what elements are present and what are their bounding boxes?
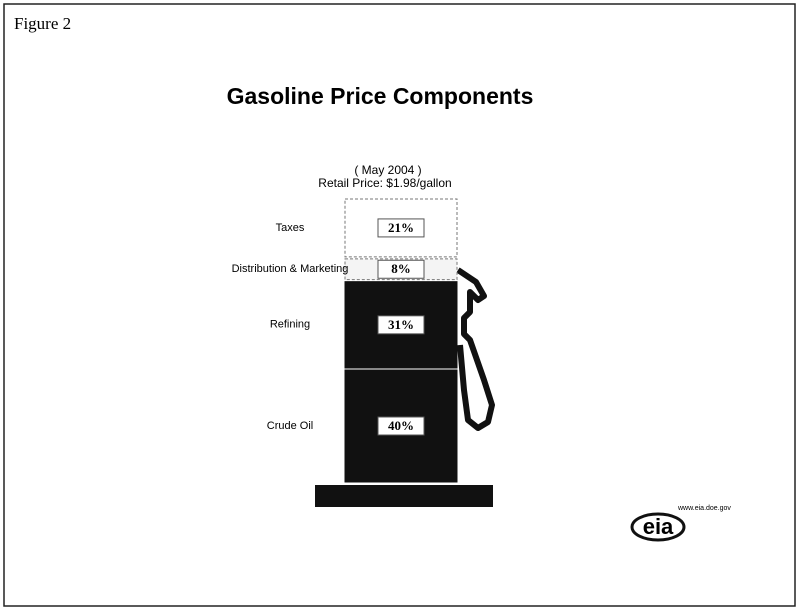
value-label: 21% (388, 220, 414, 235)
logo-url: www.eia.doe.gov (677, 505, 731, 512)
series-name: Crude Oil (267, 420, 313, 432)
value-label-box (377, 259, 425, 279)
value-label-box (377, 218, 425, 238)
value-label-box (377, 416, 425, 436)
logo-text: eia (643, 514, 674, 539)
figure-label: Figure 2 (14, 14, 71, 33)
value-label: 31% (388, 317, 414, 332)
subtitle: Retail Price: $1.98/gallon (318, 176, 451, 190)
chart-title: Gasoline Price Components (227, 83, 534, 109)
pump: 40% Crude Oil 31% Refining 8% Distribution & … (232, 198, 458, 483)
logo-mark (630, 512, 686, 542)
value-label: 40% (388, 418, 414, 433)
pump-hose (456, 267, 495, 431)
value-label: 8% (391, 261, 411, 276)
value-label-box (377, 315, 425, 335)
pump-base (315, 485, 493, 507)
series-name: Refining (270, 319, 310, 331)
series-name: Taxes (276, 222, 305, 234)
series-name: Distribution & Marketing (232, 263, 349, 275)
subtitle: ( May 2004 ) (354, 163, 421, 177)
